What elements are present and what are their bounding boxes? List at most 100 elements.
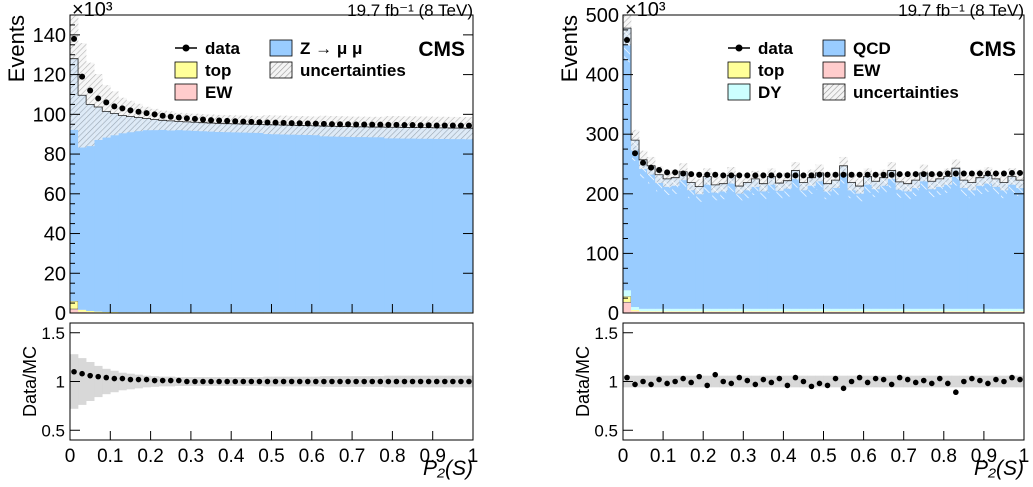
- data-point: [361, 121, 368, 128]
- hatched-error-bin: [688, 182, 695, 199]
- ew-bar: [679, 311, 688, 313]
- ratio-point: [856, 374, 863, 381]
- stacked-bars: [622, 28, 1025, 313]
- ratio-y-tick-label: 1: [56, 373, 65, 392]
- hatched-error-bin: [808, 177, 815, 194]
- main-process-bar: [182, 121, 192, 313]
- top-bar: [847, 311, 856, 312]
- legend: data Z → μ μ top uncertainties EW: [174, 39, 406, 102]
- ew-bar: [70, 309, 79, 313]
- ratio-point: [369, 378, 376, 385]
- main-process-bar: [759, 183, 768, 309]
- data-point: [320, 120, 327, 127]
- data-point: [680, 170, 687, 177]
- main-process-bar: [927, 181, 937, 309]
- hatched-error-bin: [832, 180, 839, 197]
- ew-bar: [1015, 311, 1025, 313]
- ratio-point: [696, 373, 702, 380]
- ratio-uncertainty-bin: [967, 375, 977, 388]
- dy-bar: [719, 308, 728, 312]
- main-process-bar: [215, 123, 224, 313]
- main-process-bar: [791, 170, 800, 309]
- dy-bar: [959, 308, 969, 312]
- data-point: [992, 170, 999, 177]
- x-axis: 0 0.1 0.2 0.3 0.4 0.5 0.6 0.7 0.8 0.9 1: [618, 304, 1030, 467]
- uncertainty-bin: [70, 15, 79, 130]
- top-bar: [631, 310, 640, 312]
- ratio-point: [640, 378, 646, 385]
- ew-bar: [823, 311, 832, 313]
- ew-bar: [855, 311, 864, 313]
- ratio-point: [87, 372, 93, 379]
- ratio-point: [377, 378, 384, 385]
- main-process-bar: [231, 123, 240, 313]
- ew-bar: [735, 311, 744, 313]
- top-bar: [991, 311, 1001, 312]
- data-point: [111, 103, 118, 110]
- y-tick-label: 400: [586, 65, 619, 87]
- x-tick-label: 0.6: [299, 446, 325, 467]
- ratio-point: [127, 376, 134, 383]
- ew-bar: [783, 311, 792, 313]
- legend: data QCD top EW DY uncertainties: [727, 39, 959, 102]
- main-process-bar: [687, 182, 696, 309]
- top-bar: [775, 311, 784, 312]
- main-process-bar: [271, 124, 280, 313]
- main-process-bar: [344, 126, 353, 313]
- top-bar: [879, 311, 889, 312]
- data-point: [960, 170, 967, 177]
- main-process-bar: [464, 128, 474, 313]
- ratio-point: [840, 385, 847, 392]
- main-process-bar: [456, 128, 466, 313]
- legend-swatch: [727, 61, 751, 79]
- experiment-label: CMS: [969, 38, 1016, 61]
- legend-swatch: [269, 39, 293, 57]
- ew-bar: [631, 311, 640, 313]
- dy-bar: [951, 308, 961, 312]
- legend-label: uncertainties: [300, 61, 406, 80]
- data-point: [984, 170, 991, 177]
- main-process-bar: [311, 125, 321, 313]
- ew-bar: [759, 311, 768, 313]
- top-bar: [823, 311, 832, 312]
- main-process-bar: [951, 168, 961, 309]
- ratio-point: [200, 378, 206, 385]
- ratio-uncertainty-bin: [1007, 375, 1017, 388]
- ratio-point: [977, 377, 983, 384]
- x-tick-label: 1: [1019, 446, 1030, 467]
- dy-bar: [863, 308, 873, 312]
- hatched-error-bin: [760, 183, 767, 200]
- ratio-point: [167, 377, 174, 384]
- main-process-bar: [440, 127, 450, 313]
- ratio-point: [119, 375, 126, 382]
- x-tick-label: 0.1: [650, 446, 676, 467]
- ratio-point: [353, 378, 359, 385]
- data-point: [672, 169, 679, 176]
- data-point: [240, 118, 247, 125]
- hatched-error-bin: [656, 174, 663, 192]
- hatched-error-bin: [776, 183, 783, 199]
- experiment-label: CMS: [418, 38, 465, 61]
- main-process-bar: [839, 165, 848, 309]
- data-point: [640, 159, 647, 166]
- ratio-point: [393, 378, 400, 385]
- ew-bar: [847, 311, 856, 313]
- ratio-point: [704, 382, 711, 389]
- dy-bar: [991, 308, 1001, 312]
- main-process-bar: [743, 182, 752, 309]
- ew-bar: [703, 311, 712, 313]
- data-point: [328, 121, 335, 128]
- ratio-uncertainty-bin: [935, 375, 945, 388]
- data-point: [199, 116, 206, 123]
- top-bar: [679, 311, 688, 312]
- ratio-point: [961, 378, 967, 385]
- ratio-uncertainty-bin: [631, 375, 640, 388]
- dy-bar: [823, 308, 832, 312]
- ratio-uncertainty-bin: [807, 375, 816, 388]
- top-bar: [975, 311, 985, 312]
- ratio-point: [79, 370, 85, 377]
- ratio-point: [824, 382, 831, 389]
- hatched-error-bin: [912, 180, 919, 197]
- data-points: [71, 35, 472, 129]
- main-process-bar: [967, 182, 977, 309]
